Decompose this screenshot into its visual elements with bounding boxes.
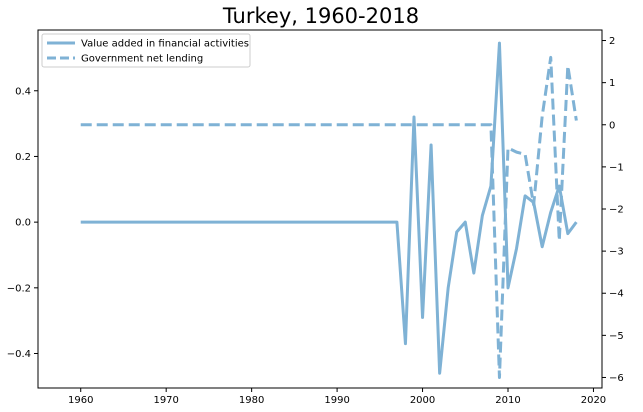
y-left-tick-label: 0.0 [15,218,31,229]
y-right-tick-label: −3 [609,247,624,258]
x-tick-label: 2010 [495,395,520,406]
x-axis: 1960 1970 1980 1990 2000 2010 2020 [68,388,606,406]
chart-title: Turkey, 1960-2018 [222,4,419,28]
y-right-tick-label: −5 [609,331,624,342]
plot-frame [37,29,603,389]
y-left-tick-label: −0.2 [7,283,31,294]
x-tick-label: 2000 [410,395,435,406]
series-line-1 [80,41,578,375]
x-tick-label: 1970 [153,395,178,406]
x-tick-label: 1990 [324,395,349,406]
y-right-tick-label: −6 [609,373,624,384]
x-tick-label: 1960 [68,395,93,406]
y-right-tick-label: −4 [609,289,624,300]
legend-label-1: Value added in financial activities [81,39,249,50]
y-right-tick-label: 1 [609,78,615,89]
y-axis-right: −6 −5 −4 −3 −2 −1 0 1 2 [602,36,624,384]
x-tick-label: 1980 [239,395,264,406]
y-left-tick-label: −0.4 [7,349,31,360]
legend: Value added in financial activities Gover… [41,33,251,68]
legend-label-2: Government net lending [81,54,203,65]
y-right-tick-label: −1 [609,162,624,173]
y-right-tick-label: −2 [609,205,624,216]
y-right-tick-label: 0 [609,120,615,131]
legend-box [41,33,251,68]
y-right-tick-label: 2 [609,36,615,47]
series-layer [80,41,578,379]
y-left-tick-label: 0.4 [15,86,31,97]
y-axis-left: −0.4 −0.2 0.0 0.2 0.4 [7,86,38,360]
y-left-tick-label: 0.2 [15,152,31,163]
x-tick-label: 2020 [581,395,606,406]
series-line-2 [80,55,578,379]
